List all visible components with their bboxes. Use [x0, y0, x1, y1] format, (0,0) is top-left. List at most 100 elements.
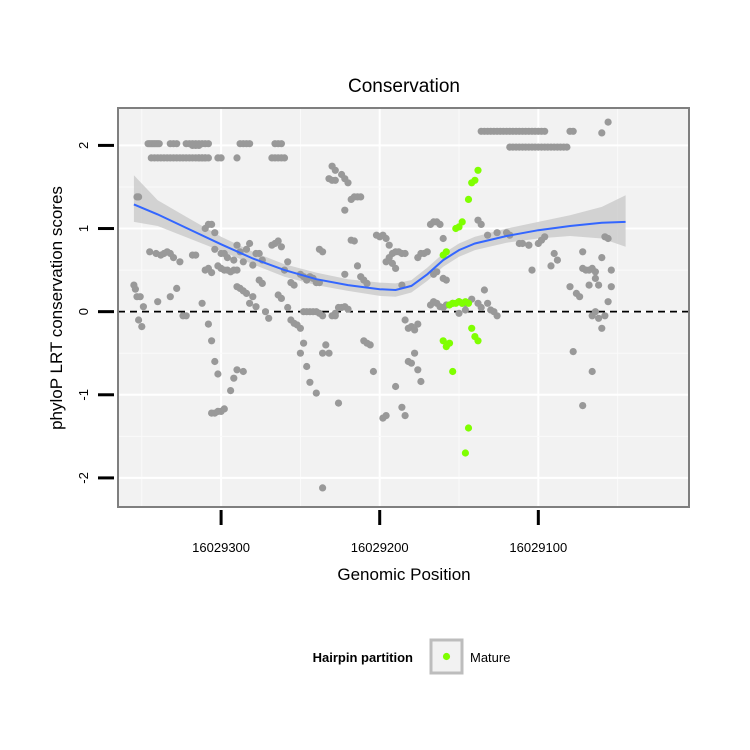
other-point	[607, 266, 615, 274]
other-point	[604, 234, 612, 243]
other-point	[525, 241, 533, 249]
other-point	[423, 248, 431, 256]
other-point	[442, 276, 450, 284]
legend-title: Hairpin partition	[313, 650, 413, 665]
other-point	[401, 412, 409, 420]
other-point	[385, 241, 393, 249]
legend-key-mature-dot	[442, 652, 451, 661]
other-point	[322, 341, 330, 349]
other-point	[239, 367, 247, 376]
other-point	[319, 484, 327, 492]
other-point	[182, 312, 190, 320]
y-tick-label: -1	[76, 389, 91, 401]
other-point	[217, 154, 225, 162]
other-point	[366, 341, 374, 349]
other-point	[398, 403, 406, 411]
other-point	[369, 367, 377, 376]
other-point	[166, 293, 174, 301]
mature-point	[445, 339, 454, 347]
other-point	[230, 256, 238, 264]
other-point	[595, 314, 603, 322]
other-point	[208, 337, 216, 345]
other-point	[541, 127, 549, 135]
other-point	[242, 245, 251, 253]
mature-point	[464, 299, 473, 307]
x-axis: 16029300 16029200 16029100	[192, 510, 567, 555]
y-tick-label: 1	[76, 225, 91, 232]
mature-point	[464, 424, 473, 432]
smooth-line-path	[133, 203, 626, 292]
other-point	[233, 266, 241, 274]
other-point	[344, 179, 352, 187]
other-point	[334, 399, 343, 407]
other-point	[411, 326, 419, 334]
other-point	[563, 143, 571, 151]
other-point	[135, 193, 143, 201]
other-point	[598, 254, 606, 262]
other-point	[274, 237, 282, 245]
other-point	[211, 357, 219, 366]
x-tick-label: 16029100	[509, 540, 567, 555]
other-point	[604, 118, 612, 126]
y-tick-label: 0	[76, 308, 91, 315]
other-point	[208, 269, 216, 277]
other-point	[277, 140, 285, 148]
other-point	[331, 312, 339, 320]
other-point	[417, 377, 425, 386]
other-point	[249, 293, 257, 301]
other-point	[392, 264, 400, 272]
other-point	[319, 312, 327, 320]
other-point	[233, 154, 241, 162]
chart-title: Conservation	[348, 76, 460, 97]
other-point	[541, 233, 549, 241]
other-point	[198, 299, 206, 307]
mature-point	[468, 324, 476, 332]
other-point	[579, 402, 587, 410]
other-point	[341, 270, 349, 278]
other-point	[480, 286, 488, 294]
other-point	[569, 348, 577, 356]
other-point	[518, 239, 527, 248]
other-point	[598, 129, 606, 137]
other-point	[477, 303, 485, 312]
x-tick-label: 16029300	[192, 540, 250, 555]
other-point	[192, 251, 200, 259]
other-point	[138, 323, 146, 331]
other-point	[598, 324, 606, 332]
other-point	[455, 309, 463, 317]
other-point	[461, 306, 469, 314]
other-point	[401, 249, 409, 258]
plot-background	[118, 108, 689, 507]
other-point	[306, 378, 314, 386]
other-point	[173, 284, 181, 292]
other-point	[277, 294, 285, 302]
other-point	[195, 141, 203, 149]
other-point	[220, 405, 228, 413]
other-point	[601, 312, 609, 320]
other-point	[303, 362, 311, 371]
confidence-band-area	[133, 175, 626, 297]
other-point	[566, 283, 574, 291]
data-points	[130, 118, 615, 492]
other-point	[325, 349, 333, 357]
mature-point	[461, 449, 469, 457]
other-point	[414, 320, 422, 328]
y-axis-title: phyloP LRT conservation scores	[47, 186, 66, 430]
other-point	[353, 262, 362, 270]
other-point	[135, 316, 143, 324]
mature-point	[474, 337, 482, 345]
other-point	[553, 256, 562, 264]
other-point	[154, 298, 162, 306]
other-point	[246, 140, 254, 148]
mature-point	[442, 248, 450, 256]
other-point	[392, 382, 400, 391]
other-point	[382, 234, 390, 243]
other-point	[569, 127, 577, 135]
y-axis: -2 -1 0 1 2	[76, 142, 114, 484]
other-point	[296, 349, 304, 357]
mature-point	[439, 337, 447, 345]
other-point	[607, 283, 615, 291]
other-point	[579, 248, 587, 256]
other-point	[407, 359, 415, 367]
